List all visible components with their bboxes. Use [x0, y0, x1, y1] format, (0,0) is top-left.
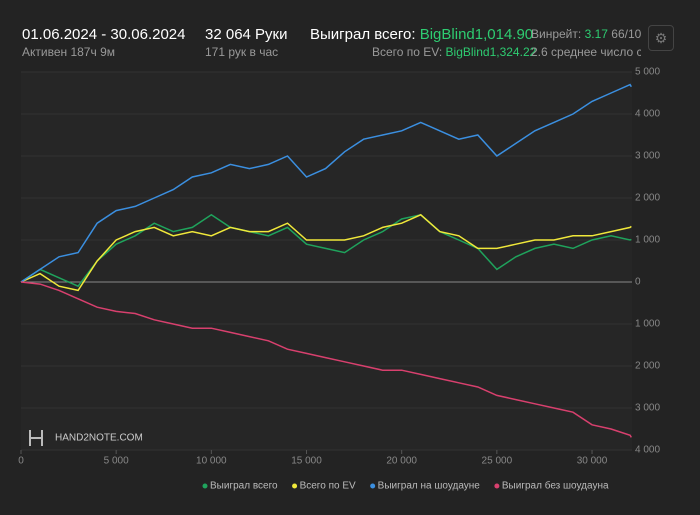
rate: 171 рук в час — [205, 45, 279, 59]
won: Выиграл всего: BigBlind1,014.90 — [310, 26, 533, 43]
plot-bg — [21, 72, 632, 450]
ev-value: BigBlind1,324.22 — [445, 45, 537, 59]
series-line — [20, 83, 632, 283]
y-tick-label: 0 — [635, 277, 641, 288]
logo: HAND2NOTE.COM — [55, 433, 143, 444]
y-tick-label: 2 000 — [635, 193, 660, 204]
legend-label: Всего по EV — [300, 481, 356, 492]
y-tick-label: 1 000 — [635, 235, 660, 246]
winrate-label: Винрейт: — [531, 27, 582, 41]
x-tick-label: 10 000 — [196, 456, 227, 467]
x-tick-label: 30 000 — [577, 456, 608, 467]
y-tick-label: 2 000 — [635, 361, 660, 372]
ev: Всего по EV: BigBlind1,324.22 — [372, 45, 536, 59]
settings-button[interactable]: ⚙ — [648, 25, 674, 51]
ev-label: Всего по EV: — [372, 45, 443, 59]
series-line — [20, 281, 632, 438]
y-tick-label: 5 000 — [635, 67, 660, 78]
x-tick-label: 25 000 — [482, 456, 513, 467]
y-tick-label: 4 000 — [635, 109, 660, 120]
winrate: Винрейт: 3.17 66/10 — [531, 27, 641, 41]
legend-marker — [202, 483, 208, 489]
legend-label: Выиграл на шоудауне — [378, 481, 481, 492]
hands: 32 064 Руки — [205, 26, 288, 43]
x-tick-label: 20 000 — [386, 456, 417, 467]
series-line — [20, 213, 632, 288]
legend-marker — [370, 483, 376, 489]
winrate-value: 3.17 — [584, 27, 608, 41]
legend-marker — [292, 483, 298, 489]
series-line — [20, 213, 632, 292]
x-tick-label: 15 000 — [291, 456, 322, 467]
logo-icon — [29, 430, 43, 446]
x-tick-label: 0 — [18, 456, 24, 467]
y-tick-label: 4 000 — [635, 445, 660, 456]
legend-marker — [494, 483, 500, 489]
y-tick-label: 3 000 — [635, 151, 660, 162]
active: Активен 187ч 9м — [22, 45, 115, 59]
y-tick-label: 1 000 — [635, 319, 660, 330]
winrate-unit: 66/10 — [611, 27, 641, 41]
legend-label: Выиграл всего — [210, 481, 278, 492]
won-label: Выиграл всего: — [310, 26, 416, 43]
legend-label: Выиграл без шоудауна — [502, 480, 609, 492]
x-tick-label: 5 000 — [104, 456, 129, 467]
period: 01.06.2024 - 30.06.2024 — [22, 26, 186, 43]
won-value: BigBlind1,014.90 — [419, 26, 534, 43]
tables: 2.6 среднее число ст — [531, 45, 641, 59]
y-tick-label: 3 000 — [635, 403, 660, 414]
